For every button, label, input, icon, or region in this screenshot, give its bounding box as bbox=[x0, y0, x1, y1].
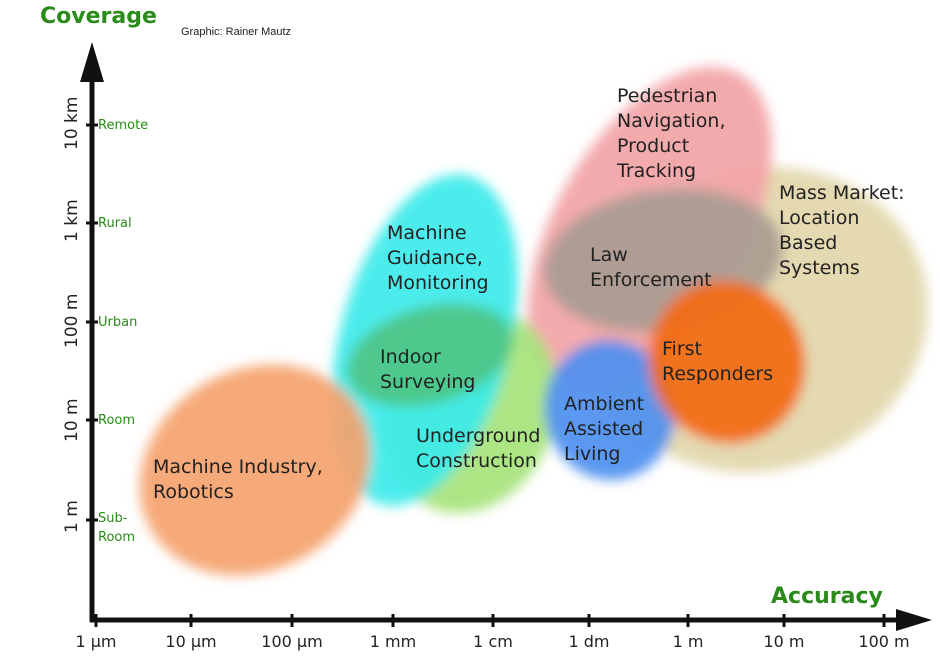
label-law-enforcement: Law Enforcement bbox=[590, 244, 712, 291]
x-tick-100um: 100 µm bbox=[261, 632, 323, 651]
y-axis-title: Coverage bbox=[40, 4, 157, 29]
x-tick-1dm: 1 dm bbox=[568, 632, 610, 651]
graphic-credit: Graphic: Rainer Mautz bbox=[181, 26, 292, 38]
x-axis-arrowhead bbox=[896, 609, 932, 631]
y-category-sub-room: Sub- Room bbox=[98, 511, 136, 545]
x-tick-10m: 10 m bbox=[763, 632, 805, 651]
region-first-responders bbox=[648, 280, 806, 444]
y-category-room: Room bbox=[98, 413, 136, 428]
x-tick-1um: 1 µm bbox=[75, 632, 117, 651]
x-tick-10um: 10 µm bbox=[165, 632, 217, 651]
region-indoor-surveying bbox=[346, 303, 514, 407]
y-tick-100m: 100 m bbox=[62, 293, 82, 348]
label-machine-industry: Machine Industry, Robotics bbox=[153, 456, 323, 503]
label-first-responders: First Responders bbox=[662, 338, 774, 385]
y-tick-1km: 1 km bbox=[62, 199, 82, 242]
y-category-remote: Remote bbox=[98, 118, 149, 133]
y-category-urban: Urban bbox=[98, 315, 138, 330]
label-indoor-surveying: Indoor Surveying bbox=[380, 346, 476, 393]
label-underground-construction: Underground Construction bbox=[416, 425, 541, 472]
label-pedestrian-navigation: Pedestrian Navigation, Product Tracking bbox=[617, 85, 726, 182]
x-tick-1m: 1 m bbox=[672, 632, 704, 651]
y-tick-10km: 10 km bbox=[62, 96, 82, 150]
y-tick-10m: 10 m bbox=[62, 398, 82, 442]
x-axis-title: Accuracy bbox=[771, 584, 883, 609]
x-tick-1mm: 1 mm bbox=[369, 632, 417, 651]
label-mass-market: Mass Market: Location Based Systems bbox=[779, 182, 905, 279]
region-ambient bbox=[544, 340, 676, 480]
y-tick-1m: 1 m bbox=[62, 500, 82, 533]
y-axis-arrowhead bbox=[80, 42, 104, 82]
label-ambient-assisted-living: Ambient Assisted Living bbox=[564, 393, 645, 465]
x-tick-100m: 100 m bbox=[858, 632, 910, 651]
region-machine-industry bbox=[139, 364, 371, 576]
label-machine-guidance: Machine Guidance, Monitoring bbox=[387, 222, 489, 294]
x-tick-1cm: 1 cm bbox=[473, 632, 513, 651]
y-category-rural: Rural bbox=[98, 216, 132, 231]
